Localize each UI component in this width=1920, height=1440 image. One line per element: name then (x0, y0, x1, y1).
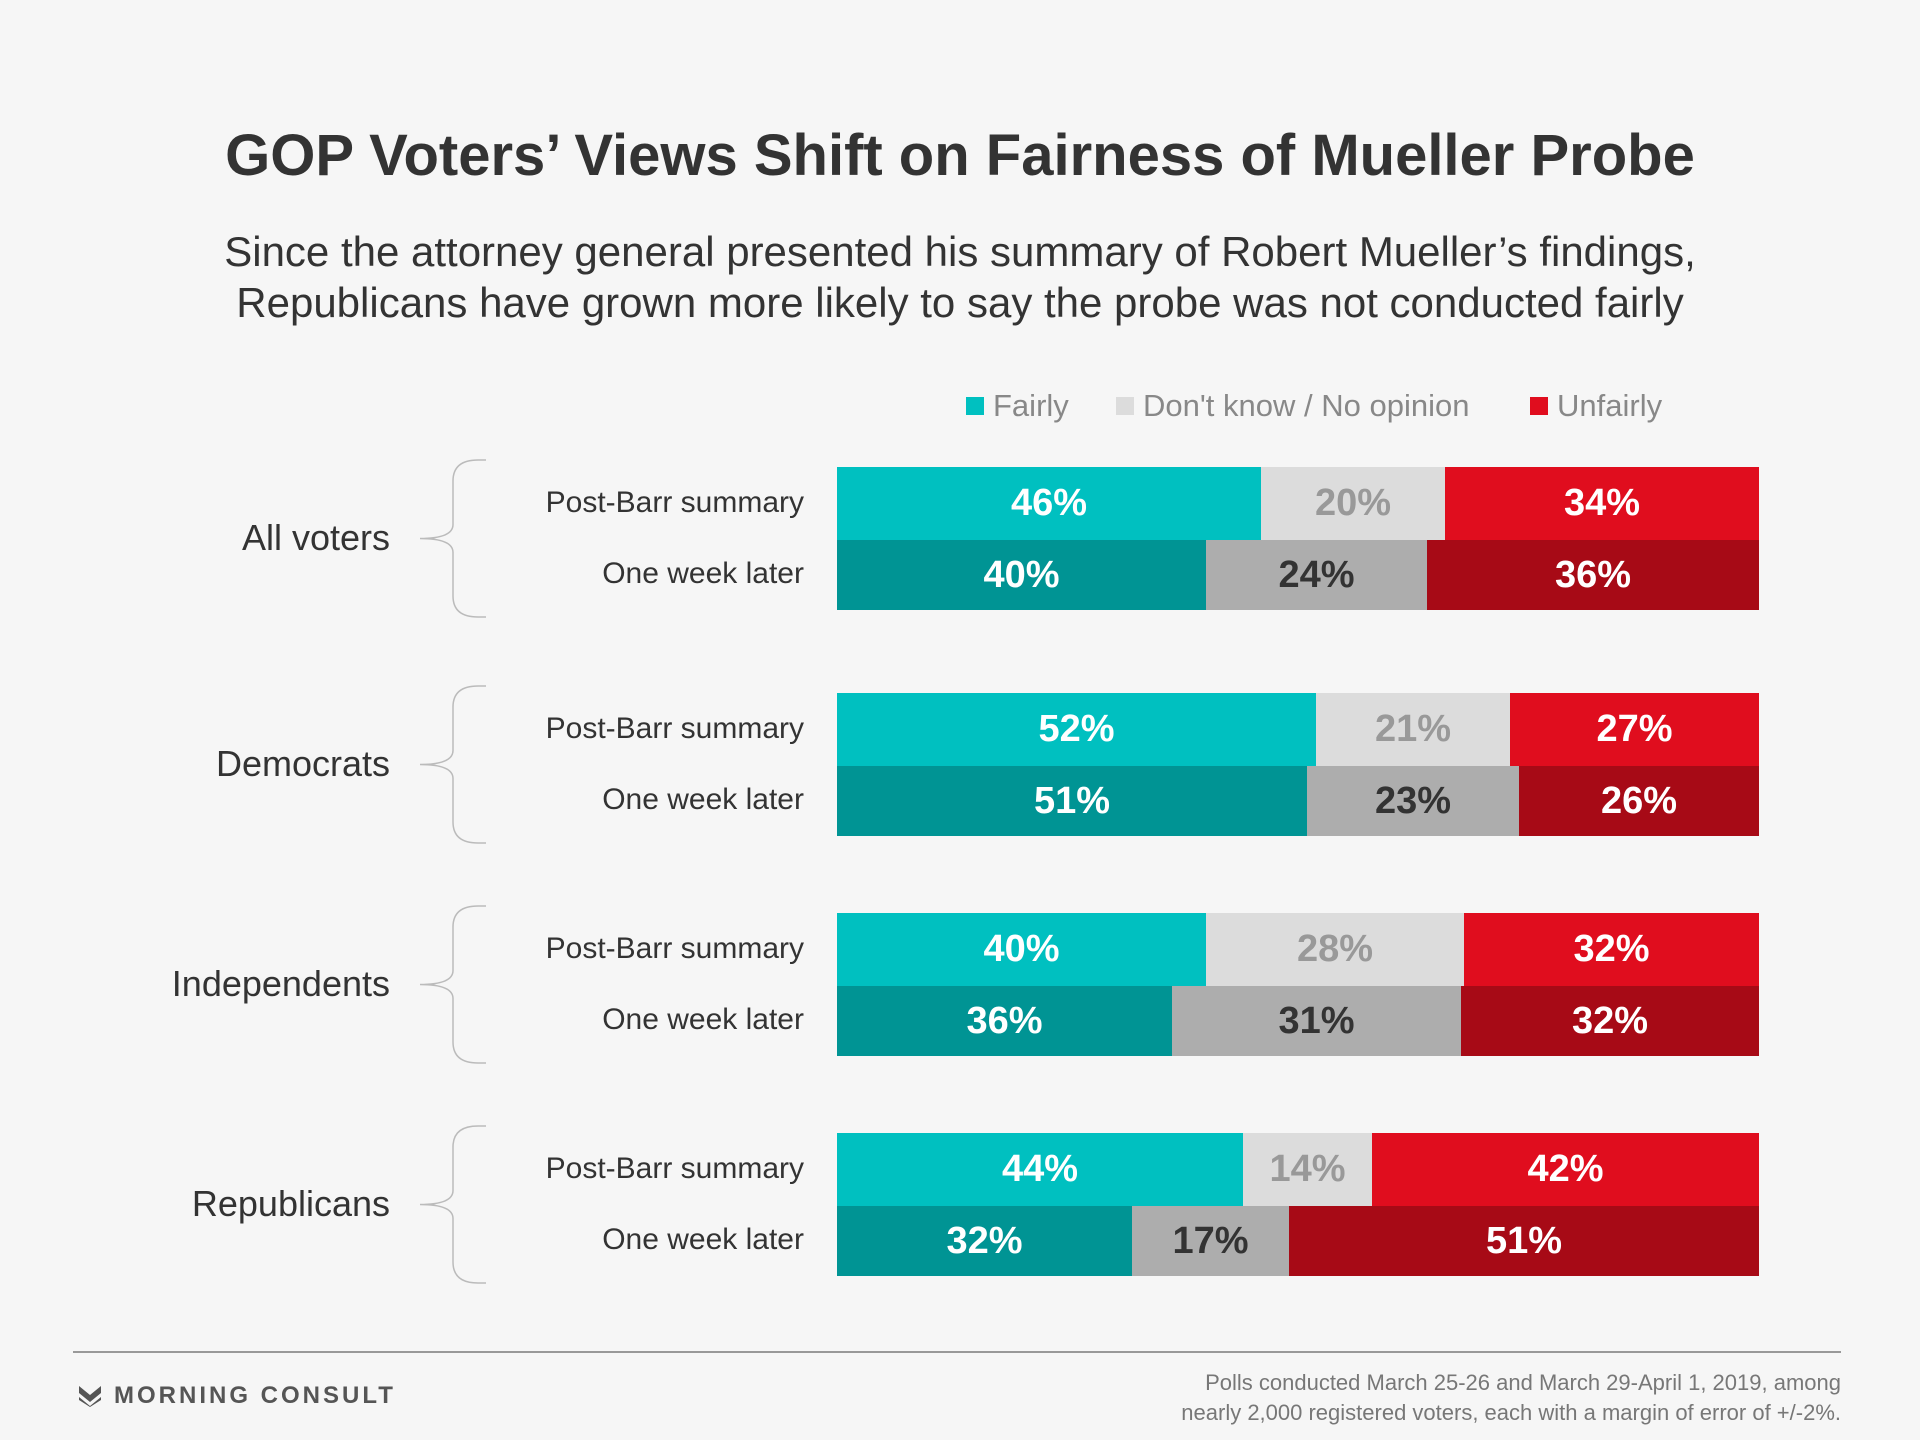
bar-segment-dont-know: 21% (1316, 693, 1510, 766)
bar-segment-unfairly: 34% (1445, 467, 1759, 540)
data-label-unfairly: 27% (1596, 708, 1673, 750)
bar-row-independents-one-week-later: 36% 31% 32% (837, 986, 1759, 1056)
chart-title: GOP Voters’ Views Shift on Fairness of M… (225, 123, 1695, 188)
bar-row-democrats-one-week-later: 51% 23% 26% (837, 766, 1759, 836)
bar-segment-fairly: 32% (837, 1206, 1132, 1276)
brand: MORNING CONSULT (78, 1382, 396, 1410)
data-label-fairly: 40% (983, 928, 1060, 970)
data-label-dont-know: 31% (1278, 999, 1355, 1042)
data-label-unfairly: 51% (1485, 1219, 1563, 1262)
data-label-fairly: 32% (946, 1219, 1023, 1262)
legend-label-dont-know: Don't know / No opinion (1143, 388, 1470, 423)
bar-segment-fairly: 40% (837, 913, 1206, 986)
bracket-republicans (419, 1125, 486, 1284)
row-label-all-voters-post-barr-summary: Post-Barr summary (545, 485, 804, 519)
legend-swatch-fairly (966, 397, 984, 415)
bar-segment-unfairly: 26% (1519, 766, 1759, 836)
footer-divider (73, 1351, 1841, 1353)
data-label-fairly: 44% (1001, 1148, 1079, 1190)
data-label-unfairly: 42% (1527, 1148, 1604, 1190)
subtitle-line-1: Since the attorney general presented his… (224, 228, 1696, 275)
row-label-independents-post-barr-summary: Post-Barr summary (545, 931, 804, 965)
bracket-all-voters (419, 459, 486, 618)
bar-segment-dont-know: 20% (1261, 467, 1445, 540)
row-label-republicans-one-week-later: One week later (602, 1223, 804, 1256)
bar-row-all-voters-one-week-later: 40% 24% 36% (837, 540, 1759, 610)
brand-name: MORNING CONSULT (114, 1382, 396, 1409)
data-label-dont-know: 14% (1269, 1148, 1346, 1190)
bracket-democrats (419, 685, 486, 844)
bar-segment-fairly: 52% (837, 693, 1316, 766)
data-label-dont-know: 17% (1172, 1219, 1249, 1262)
bar-segment-dont-know: 24% (1206, 540, 1427, 610)
legend-label-unfairly: Unfairly (1557, 388, 1663, 423)
bar-row-all-voters-post-barr-summary: 46% 20% 34% (837, 467, 1759, 540)
bar-segment-fairly: 51% (837, 766, 1307, 836)
bar-segment-unfairly: 36% (1427, 540, 1759, 610)
source-line-2: nearly 2,000 registered voters, each wit… (1181, 1400, 1841, 1425)
legend-swatch-unfairly (1530, 397, 1548, 415)
data-label-unfairly: 36% (1554, 553, 1632, 596)
data-label-fairly: 36% (966, 999, 1043, 1042)
row-label-republicans-post-barr-summary: Post-Barr summary (545, 1151, 804, 1185)
row-label-democrats-post-barr-summary: Post-Barr summary (545, 711, 804, 745)
morning-consult-logo-icon (79, 1386, 101, 1407)
row-label-independents-one-week-later: One week later (602, 1003, 804, 1036)
bar-segment-unfairly: 32% (1464, 913, 1759, 986)
row-label-all-voters-one-week-later: One week later (602, 557, 804, 590)
bracket-independents (419, 905, 486, 1064)
bar-segment-fairly: 44% (837, 1133, 1243, 1206)
group-label-independents: Independents (171, 962, 390, 1004)
group-label-democrats: Democrats (215, 742, 390, 784)
bar-segment-fairly: 46% (837, 467, 1261, 540)
data-label-fairly: 46% (1010, 482, 1088, 524)
data-label-unfairly: 26% (1600, 779, 1678, 822)
legend-item-dont-know: Don't know / No opinion (1116, 388, 1469, 424)
data-label-unfairly: 32% (1573, 928, 1650, 970)
data-label-dont-know: 20% (1314, 482, 1392, 524)
bar-segment-dont-know: 17% (1132, 1206, 1289, 1276)
source-note: Polls conducted March 25-26 and March 29… (941, 1368, 1841, 1428)
subtitle-line-2: Republicans have grown more likely to sa… (236, 279, 1684, 326)
bar-row-republicans-post-barr-summary: 44% 14% 42% (837, 1133, 1759, 1206)
data-label-unfairly: 34% (1563, 482, 1641, 524)
source-line-1: Polls conducted March 25-26 and March 29… (1205, 1370, 1841, 1395)
bar-segment-dont-know: 31% (1172, 986, 1461, 1056)
bar-segment-dont-know: 23% (1307, 766, 1519, 836)
bar-segment-unfairly: 51% (1289, 1206, 1759, 1276)
bar-segment-dont-know: 14% (1243, 1133, 1372, 1206)
group-label-all-voters: All voters (241, 516, 390, 558)
data-label-dont-know: 21% (1374, 708, 1452, 750)
bar-segment-fairly: 36% (837, 986, 1172, 1056)
data-label-fairly: 40% (983, 553, 1060, 596)
chart-subtitle: Since the attorney general presented his… (160, 226, 1760, 328)
bar-segment-unfairly: 32% (1461, 986, 1759, 1056)
bar-row-democrats-post-barr-summary: 52% 21% 27% (837, 693, 1759, 766)
bar-row-republicans-one-week-later: 32% 17% 51% (837, 1206, 1759, 1276)
bar-segment-unfairly: 27% (1510, 693, 1759, 766)
group-label-republicans: Republicans (191, 1182, 390, 1224)
data-label-dont-know: 23% (1374, 779, 1452, 822)
row-label-democrats-one-week-later: One week later (602, 783, 804, 816)
legend-label-fairly: Fairly (993, 388, 1069, 423)
bar-segment-unfairly: 42% (1372, 1133, 1759, 1206)
data-label-dont-know: 28% (1296, 928, 1374, 970)
legend-item-unfairly: Unfairly (1530, 388, 1662, 424)
data-label-unfairly: 32% (1571, 999, 1649, 1042)
bar-segment-dont-know: 28% (1206, 913, 1464, 986)
data-label-dont-know: 24% (1278, 553, 1355, 596)
legend-swatch-dont-know (1116, 397, 1134, 415)
bar-segment-fairly: 40% (837, 540, 1206, 610)
legend-item-fairly: Fairly (966, 388, 1069, 424)
bar-row-independents-post-barr-summary: 40% 28% 32% (837, 913, 1759, 986)
data-label-fairly: 52% (1038, 708, 1115, 750)
data-label-fairly: 51% (1033, 779, 1111, 822)
